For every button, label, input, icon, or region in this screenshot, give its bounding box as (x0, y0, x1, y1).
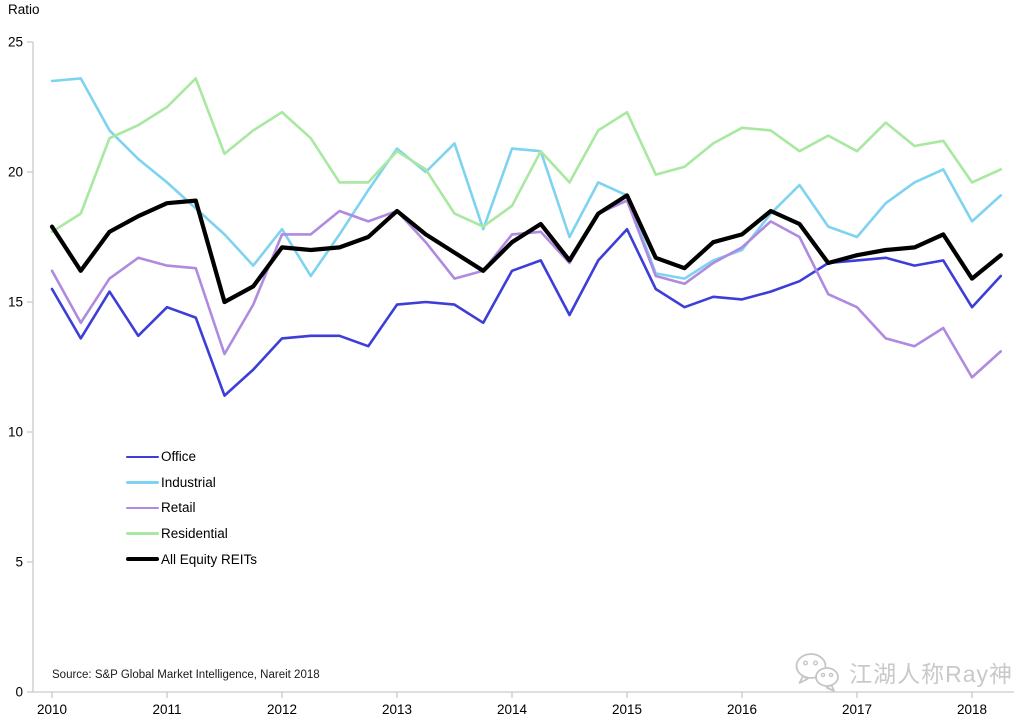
legend-item-industrial: Industrial (126, 470, 257, 496)
x-tick-label: 2017 (842, 702, 872, 717)
x-tick-label: 2016 (727, 702, 757, 717)
legend-line-swatch (126, 532, 159, 535)
x-tick-label: 2012 (267, 702, 297, 717)
legend-line-swatch (126, 481, 159, 484)
legend-label: Industrial (161, 474, 216, 490)
y-tick-label: 10 (8, 425, 23, 440)
legend-item-all-equity-reits: All Equity REITs (126, 546, 257, 572)
legend-label: Retail (161, 500, 196, 516)
legend-label: Residential (161, 526, 228, 542)
x-tick-label: 2010 (37, 702, 67, 717)
legend-item-residential: Residential (126, 521, 257, 547)
chart-legend: Office Industrial Retail Residential All Equ… (126, 444, 257, 572)
y-tick-label: 20 (8, 165, 23, 180)
legend-label: All Equity REITs (161, 551, 258, 567)
y-axis-title: Ratio (8, 2, 40, 17)
y-tick-label: 0 (15, 685, 23, 700)
y-tick-label: 15 (8, 295, 23, 310)
x-tick-label: 2013 (382, 702, 412, 717)
legend-item-retail: Retail (126, 495, 257, 521)
x-tick-label: 2015 (612, 702, 642, 717)
x-tick-label: 2011 (152, 702, 181, 717)
legend-item-office: Office (126, 444, 257, 470)
series-line-all-equity-reits (49, 193, 1003, 305)
legend-line-swatch (126, 506, 159, 510)
legend-line-swatch (126, 557, 159, 562)
series-line-retail (50, 199, 1003, 379)
series-line-residential (50, 77, 1003, 234)
legend-label: Office (161, 449, 197, 465)
y-tick-label: 25 (8, 35, 23, 50)
x-tick-label: 2014 (497, 702, 528, 717)
series-line-office (50, 227, 1003, 397)
legend-line-swatch (126, 455, 159, 459)
series-line-industrial (50, 77, 1003, 280)
source-note: Source: S&P Global Market Intelligence, … (52, 669, 320, 681)
x-tick-label: 2018 (957, 702, 987, 717)
y-tick-label: 5 (15, 555, 23, 570)
